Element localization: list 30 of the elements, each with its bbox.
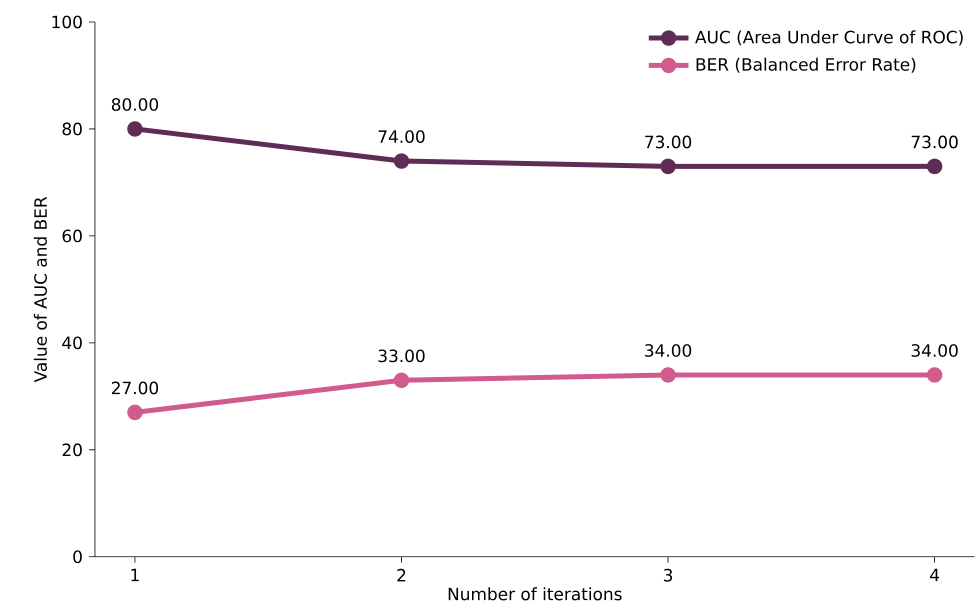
point <box>926 367 942 383</box>
x-tick-label: 3 <box>664 568 672 582</box>
y-axis-title: Value of AUC and BER <box>34 196 47 382</box>
point <box>127 404 143 420</box>
y-tick-label: 40 <box>62 336 82 350</box>
y-tick-label: 100 <box>52 16 82 29</box>
y-tick-label: 60 <box>62 230 82 242</box>
point <box>394 372 410 388</box>
x-tick-label: 4 <box>930 568 940 582</box>
y-tick-label: 80 <box>62 122 82 136</box>
y-tick-label: 0 <box>73 550 82 564</box>
data-label: 74.00 <box>378 130 425 144</box>
data-label: 73.00 <box>645 136 692 148</box>
point <box>660 367 676 383</box>
data-label: 80.00 <box>112 98 158 112</box>
point <box>394 153 410 169</box>
x-tick-label: 2 <box>397 568 406 582</box>
point <box>127 121 143 137</box>
data-label: 73.00 <box>912 136 958 148</box>
x-axis-title: Number of iterations <box>448 587 622 601</box>
data-label: 27.00 <box>112 382 158 394</box>
point <box>926 158 942 174</box>
data-label: 33.00 <box>378 350 425 362</box>
point <box>660 158 676 174</box>
legend-label: AUC (Area Under Curve of ROC) <box>695 30 963 46</box>
y-tick-label: 20 <box>62 444 82 456</box>
legend-label: BER (Balanced Error Rate) <box>696 58 916 73</box>
x-tick-label: 1 <box>131 568 139 582</box>
data-label: 34.00 <box>912 344 958 358</box>
data-label: 34.00 <box>645 344 692 358</box>
